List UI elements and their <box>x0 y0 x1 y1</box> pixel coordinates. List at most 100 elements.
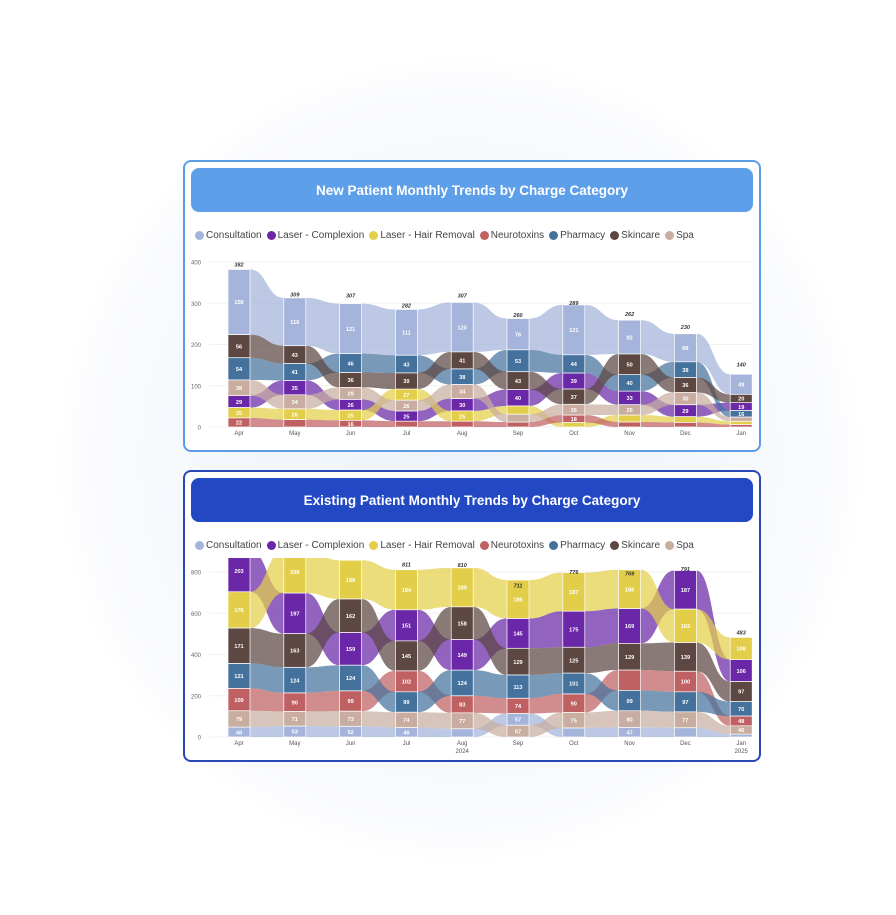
bar-laser-hair-removal[interactable] <box>674 416 697 423</box>
bar-laser-hair-removal[interactable] <box>618 569 641 609</box>
bar-spa[interactable] <box>506 724 530 738</box>
bar-consultation[interactable] <box>674 727 697 738</box>
bar-skincare[interactable] <box>227 334 251 359</box>
bar-spa[interactable] <box>562 712 586 729</box>
bar-spa[interactable] <box>618 710 641 728</box>
bar-skincare[interactable] <box>506 647 530 676</box>
bar-neurotoxins[interactable] <box>729 424 753 428</box>
bar-laser-hair-removal[interactable] <box>729 637 753 661</box>
bar-spa[interactable] <box>395 399 418 412</box>
ribbon-spa <box>584 404 619 416</box>
bar-skincare[interactable] <box>674 642 697 672</box>
bar-neurotoxins[interactable] <box>506 421 530 428</box>
x-tick-label: Apr <box>234 741 243 747</box>
ribbon-spa <box>696 711 731 735</box>
bar-pharmacy[interactable] <box>339 664 362 692</box>
bar-spa[interactable] <box>227 379 251 397</box>
bar-consultation[interactable] <box>562 727 586 738</box>
legend-item-neurotoxins[interactable]: Neurotoxins <box>479 230 544 241</box>
bar-spa[interactable] <box>339 387 362 400</box>
bar-skincare[interactable] <box>450 606 474 640</box>
bar-spa[interactable] <box>729 416 753 422</box>
ribbon-spa <box>361 711 396 728</box>
bar-skincare[interactable] <box>450 351 474 370</box>
bar-spa[interactable] <box>227 710 251 728</box>
legend-item-laser-complexion[interactable]: Laser - Complexion <box>266 540 364 551</box>
ribbon-skincare <box>417 606 452 671</box>
ribbon-spa <box>305 387 340 409</box>
legend-item-spa[interactable]: Spa <box>665 540 694 551</box>
bar-laser-hair-removal[interactable] <box>506 405 530 415</box>
ribbon-pharmacy <box>250 357 284 381</box>
legend-item-pharmacy[interactable]: Pharmacy <box>549 540 605 551</box>
bar-spa[interactable] <box>674 392 697 406</box>
bar-neurotoxins[interactable] <box>618 669 641 691</box>
bar-skincare[interactable] <box>227 627 251 664</box>
bar-laser-hair-removal[interactable] <box>562 422 586 428</box>
bar-laser-hair-removal[interactable] <box>506 579 530 619</box>
legend-item-neurotoxins[interactable]: Neurotoxins <box>479 540 544 551</box>
bar-skincare[interactable] <box>506 371 530 390</box>
data-label: 26 <box>571 408 577 414</box>
ribbon-skincare <box>250 628 284 668</box>
bar-laser-hair-removal[interactable] <box>729 420 753 425</box>
bar-neurotoxins[interactable] <box>450 420 474 428</box>
bar-skincare[interactable] <box>283 633 307 668</box>
legend-item-laser-hair-removal[interactable]: Laser - Hair Removal <box>369 230 475 241</box>
data-label: 187 <box>681 588 690 594</box>
bar-neurotoxins[interactable] <box>674 422 697 428</box>
bar-laser-hair-removal[interactable] <box>395 569 418 611</box>
data-label: 27 <box>403 393 409 399</box>
legend-item-spa[interactable]: Spa <box>665 230 694 241</box>
data-label: 108 <box>737 647 746 653</box>
bar-spa[interactable] <box>283 711 307 727</box>
bar-laser-hair-removal[interactable] <box>618 414 641 423</box>
bar-pharmacy[interactable] <box>450 669 474 697</box>
bar-skincare[interactable] <box>729 394 753 404</box>
bar-neurotoxins[interactable] <box>618 421 641 428</box>
data-label: 194 <box>402 588 412 594</box>
bar-neurotoxins[interactable] <box>283 419 307 428</box>
total-label: 711 <box>514 583 523 589</box>
bar-spa[interactable] <box>450 384 474 399</box>
bar-spa[interactable] <box>729 725 753 735</box>
bar-skincare[interactable] <box>618 353 641 375</box>
bar-spa[interactable] <box>618 404 641 416</box>
bar-skincare[interactable] <box>729 681 753 702</box>
bar-spa[interactable] <box>562 403 586 416</box>
legend-item-consultation[interactable]: Consultation <box>195 230 262 241</box>
bar-skincare[interactable] <box>395 372 418 390</box>
bar-skincare[interactable] <box>395 640 418 672</box>
bar-skincare[interactable] <box>283 345 307 364</box>
legend-swatch <box>549 230 559 240</box>
bar-skincare[interactable] <box>618 643 641 671</box>
bar-consultation[interactable] <box>729 733 753 738</box>
bar-spa[interactable] <box>506 413 530 423</box>
bar-neurotoxins[interactable] <box>227 417 251 428</box>
data-label: 43 <box>292 353 298 359</box>
legend-swatch <box>665 230 675 240</box>
bar-spa[interactable] <box>450 712 474 730</box>
legend-item-skincare[interactable]: Skincare <box>610 230 660 241</box>
bar-skincare[interactable] <box>339 598 362 633</box>
legend-item-laser-hair-removal[interactable]: Laser - Hair Removal <box>369 540 475 551</box>
bar-pharmacy[interactable] <box>562 354 586 374</box>
bar-skincare[interactable] <box>562 646 586 674</box>
bar-spa[interactable] <box>283 394 307 410</box>
legend-item-pharmacy[interactable]: Pharmacy <box>549 230 605 241</box>
bar-laser-hair-removal[interactable] <box>562 572 586 612</box>
bar-consultation[interactable] <box>450 728 474 738</box>
data-label: 26 <box>347 403 353 409</box>
data-label: 203 <box>234 569 243 575</box>
x-year-label: 2024 <box>456 749 470 755</box>
bar-spa[interactable] <box>674 711 697 729</box>
legend-item-consultation[interactable]: Consultation <box>195 540 262 551</box>
bar-spa[interactable] <box>395 711 418 728</box>
bar-laser-hair-removal[interactable] <box>283 558 307 594</box>
legend-item-laser-complexion[interactable]: Laser - Complexion <box>266 230 364 241</box>
bar-spa[interactable] <box>339 710 362 727</box>
bar-neurotoxins[interactable] <box>339 420 362 428</box>
data-label: 120 <box>458 325 467 331</box>
bar-neurotoxins[interactable] <box>395 420 418 428</box>
legend-item-skincare[interactable]: Skincare <box>610 540 660 551</box>
